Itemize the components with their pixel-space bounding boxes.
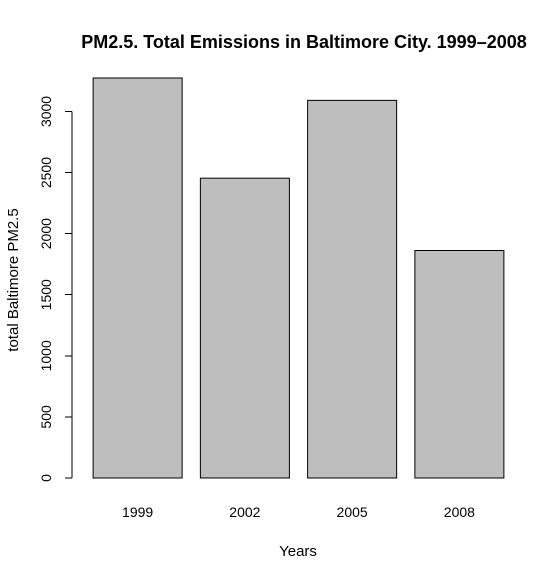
y-axis-label: total Baltimore PM2.5	[5, 208, 22, 351]
y-tick-label-1500: 1500	[38, 279, 54, 310]
y-tick-label-500: 500	[38, 405, 54, 429]
x-axis-label: Years	[279, 543, 317, 560]
x-tick-label-1999: 1999	[122, 504, 153, 520]
bar-2005	[308, 100, 397, 478]
chart-title: PM2.5. Total Emissions in Baltimore City…	[81, 32, 527, 52]
y-axis: 0 500 1000 1500 2000 2500 3000	[38, 96, 72, 482]
bar-2008	[415, 251, 504, 478]
y-tick-label-2500: 2500	[38, 157, 54, 188]
y-tick-label-1000: 1000	[38, 340, 54, 371]
x-tick-label-2008: 2008	[444, 504, 475, 520]
y-tick-label-2000: 2000	[38, 218, 54, 249]
bar-2002	[200, 178, 289, 478]
y-tick-label-0: 0	[38, 474, 54, 482]
y-tick-label-3000: 3000	[38, 96, 54, 127]
x-tick-labels: 1999 2002 2005 2008	[122, 504, 475, 520]
x-tick-label-2002: 2002	[229, 504, 260, 520]
bar-1999	[93, 78, 182, 478]
bars-layer	[93, 78, 504, 478]
x-tick-label-2005: 2005	[337, 504, 368, 520]
